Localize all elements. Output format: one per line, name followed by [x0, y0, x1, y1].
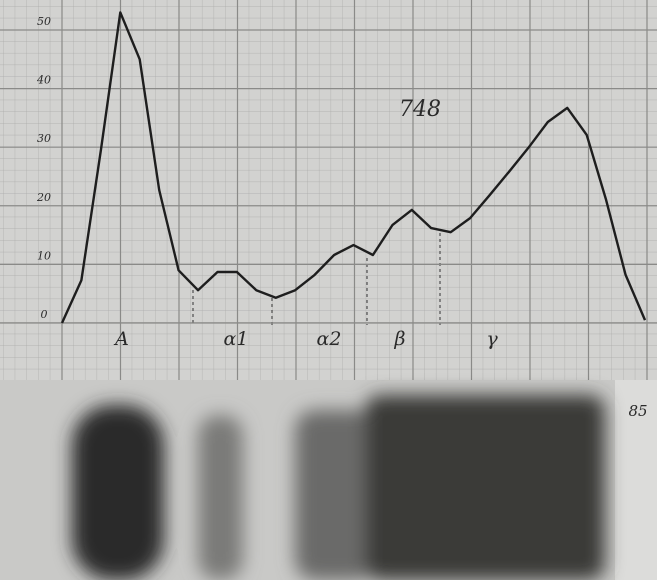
- y-tick-label: 40: [36, 74, 51, 87]
- y-tick-label: 50: [37, 15, 51, 28]
- y-tick-label: 10: [37, 249, 51, 262]
- fraction-label: A: [113, 328, 129, 350]
- fraction-label: γ: [486, 328, 498, 350]
- y-tick-label: 30: [37, 132, 51, 145]
- fraction-label: β: [394, 328, 406, 350]
- y-tick-label: 0: [41, 308, 48, 321]
- side-note: 85: [628, 402, 647, 420]
- fraction-label: α1: [224, 328, 249, 350]
- gel-strip: [0, 380, 657, 580]
- chart: 0 10 20 30 40 50 Aα1 α2 β γ 748 85: [0, 0, 657, 580]
- y-tick-label: 20: [36, 191, 51, 204]
- annotation: 748: [399, 97, 441, 122]
- fraction-label: α2: [317, 328, 342, 350]
